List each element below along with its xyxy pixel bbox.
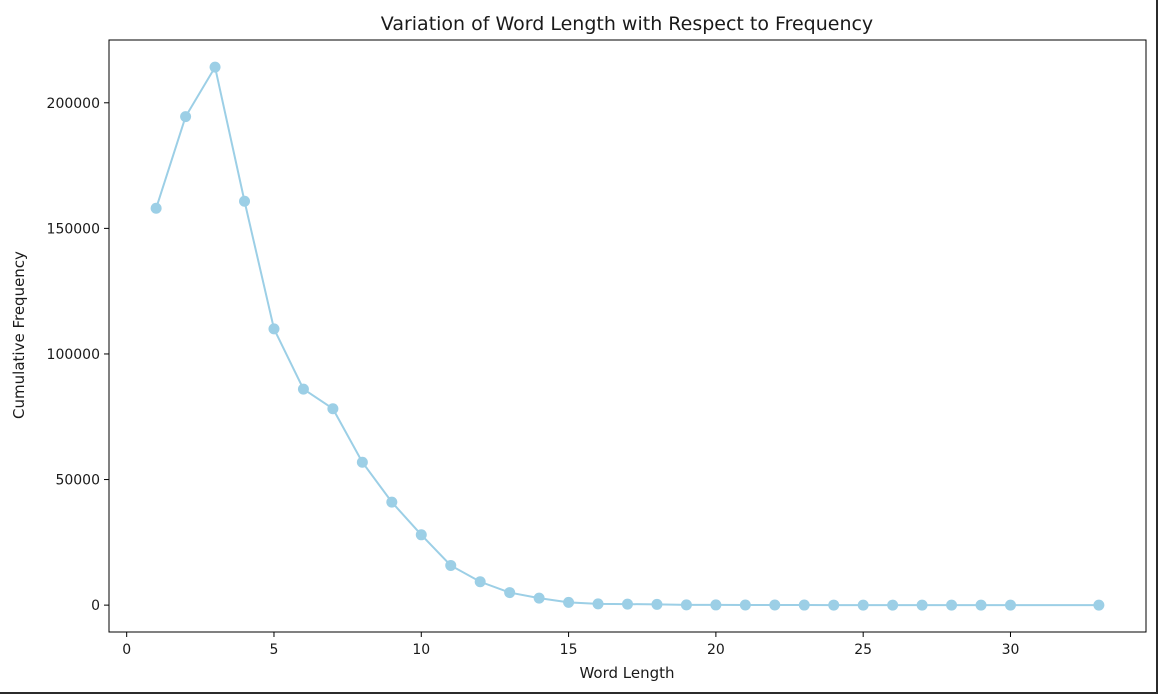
data-point [680,599,692,611]
x-tick-label: 20 [707,642,725,658]
data-point [798,599,810,611]
data-point [592,598,604,610]
y-tick-label: 100000 [47,347,100,363]
plot-border [108,39,1147,633]
data-point [239,195,251,207]
data-point [622,598,633,610]
y-axis-label: Cumulative Frequency [10,251,28,419]
data-point [297,383,309,395]
data-point [445,559,457,571]
data-point [150,202,162,214]
y-tick-label: 0 [91,598,100,614]
data-point [887,599,899,611]
data-point [356,456,368,468]
data-point [1093,599,1105,611]
x-axis-label: Word Length [579,664,674,682]
data-point [563,596,575,608]
data-point [415,529,427,541]
data-point [533,592,545,604]
data-point [504,587,516,599]
data-point [828,599,840,611]
data-point [268,323,280,335]
y-tick-label: 200000 [47,96,100,112]
series-line [155,64,1099,607]
x-tick-label: 30 [1002,642,1020,658]
data-point [327,403,339,415]
data-point [916,599,928,611]
data-point [975,599,987,611]
data-point [651,598,663,610]
data-point [857,599,869,611]
x-tick-label: 10 [412,642,430,658]
x-tick-label: 15 [560,642,578,658]
data-point [946,599,958,611]
data-point [180,111,192,123]
x-tick-label: 5 [270,642,279,658]
x-tick-label: 25 [854,642,872,658]
data-point [1004,599,1016,611]
data-point [769,599,781,611]
data-point [209,61,221,73]
y-tick-label: 150000 [47,221,100,237]
data-point [386,496,398,508]
data-point [739,599,751,611]
data-point [474,576,486,588]
x-tick-label: 0 [122,642,131,658]
data-point [710,599,722,611]
plot-area: 0 5 10 15 20 25 30 0 50000 100000 150000 200000 [47,39,1147,658]
chart-title: Variation of Word Length with Respect to… [381,13,873,35]
y-tick-label: 50000 [55,473,100,489]
